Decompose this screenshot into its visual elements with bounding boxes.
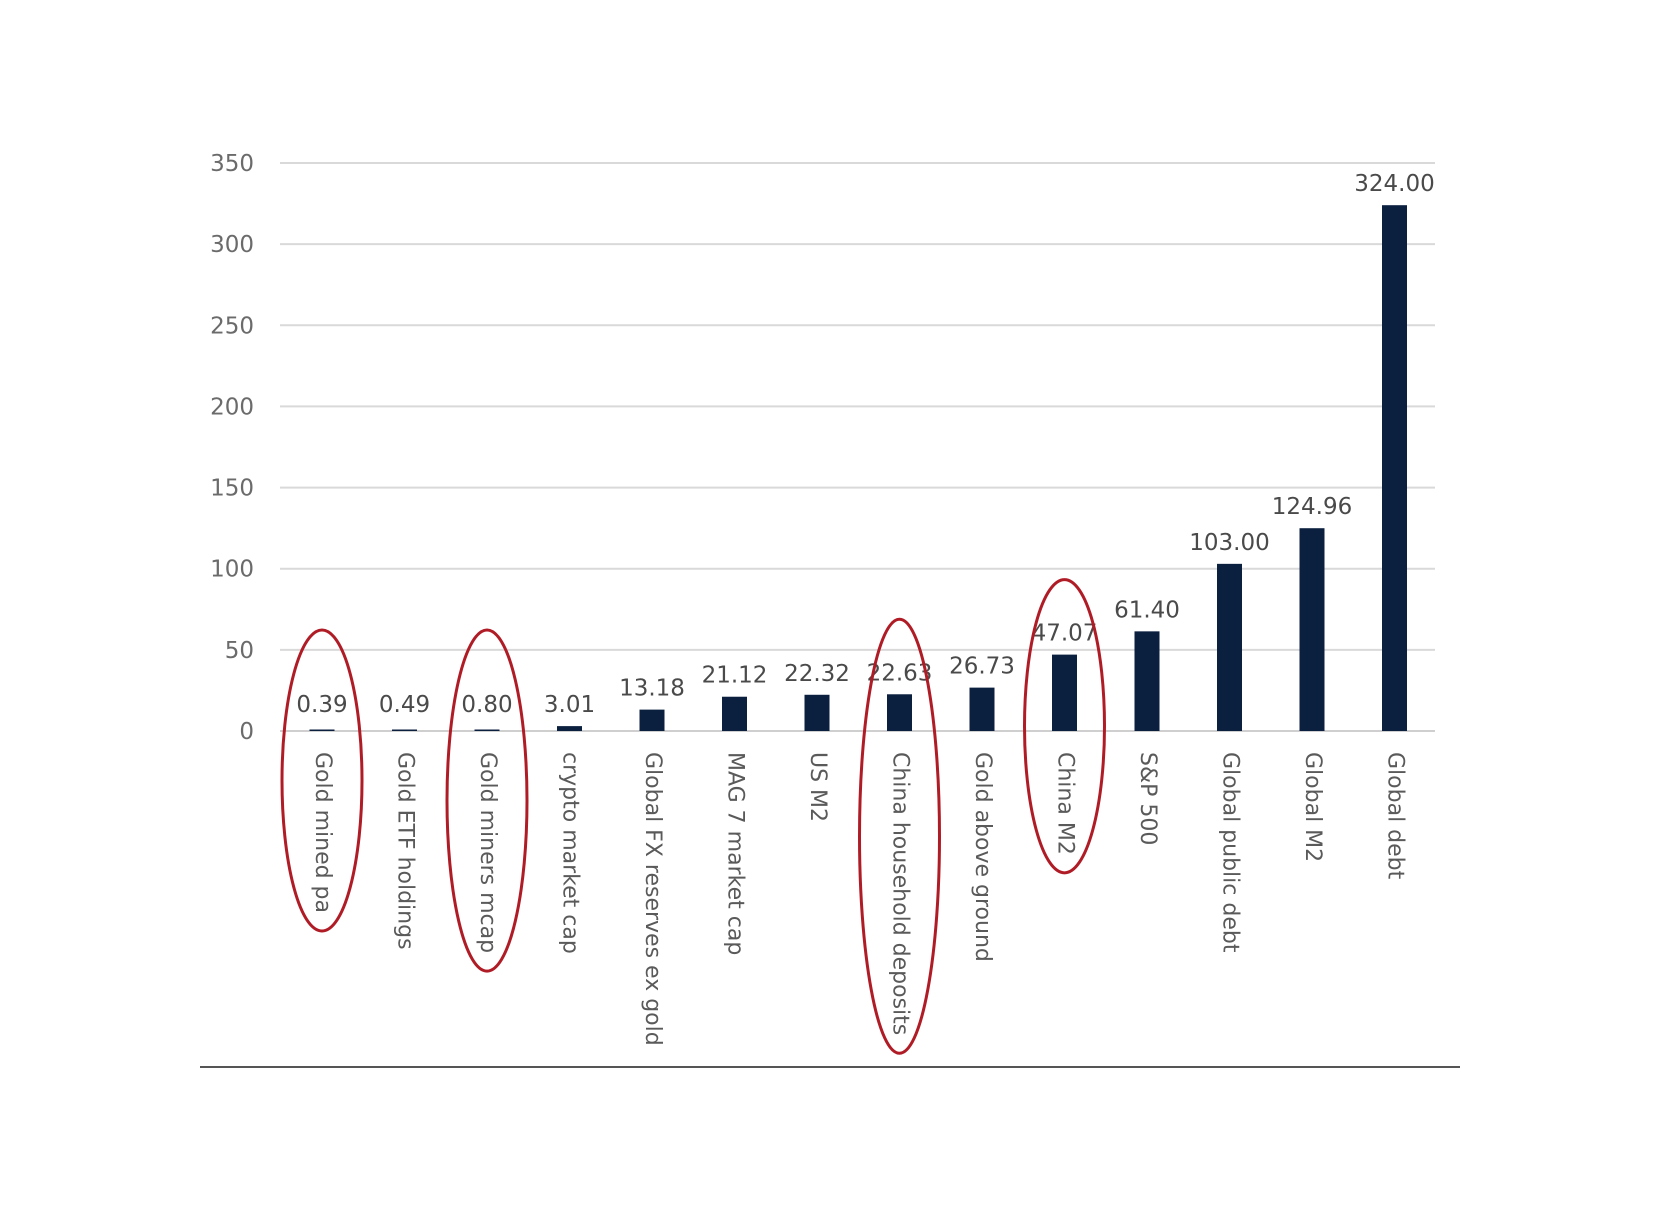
highlight-circle — [445, 628, 529, 973]
value-label: 47.07 — [1032, 621, 1098, 647]
category-labels: Gold mined pa Gold ETF holdings Gold miner… — [310, 752, 1408, 1046]
bar — [474, 729, 500, 731]
value-label: 61.40 — [1114, 597, 1180, 623]
y-tick-label: 100 — [210, 557, 254, 583]
bar — [392, 729, 417, 731]
highlight-circle — [280, 628, 364, 933]
value-label: 3.01 — [544, 692, 595, 718]
value-label: 0.49 — [379, 692, 430, 718]
y-tick-label: 150 — [210, 476, 254, 502]
category-label: Gold miners mcap — [475, 752, 500, 953]
category-label: S&P 500 — [1135, 752, 1160, 845]
value-label: 324.00 — [1354, 171, 1434, 197]
value-label: 103.00 — [1189, 530, 1269, 556]
value-label: 22.63 — [867, 660, 933, 686]
bar — [1052, 654, 1077, 731]
value-label: 124.96 — [1272, 494, 1352, 520]
category-label: Global M2 — [1300, 752, 1325, 862]
y-tick-label: 50 — [225, 638, 254, 664]
category-label: China M2 — [1053, 752, 1078, 855]
bar — [557, 726, 582, 731]
value-label: 21.12 — [702, 663, 768, 689]
y-tick-label: 250 — [210, 313, 254, 339]
highlight-circle — [1023, 578, 1106, 875]
bar — [639, 709, 665, 731]
value-label: 0.80 — [461, 692, 512, 718]
category-label: China household deposits — [888, 752, 913, 1035]
category-label: Global public debt — [1218, 752, 1243, 953]
category-label: Global debt — [1383, 752, 1408, 880]
bar — [1217, 563, 1242, 731]
category-label: Global FX reserves ex gold — [640, 752, 665, 1046]
category-label: crypto market cap — [558, 752, 583, 954]
value-label: 13.18 — [619, 676, 685, 702]
category-label: Gold mined pa — [310, 752, 335, 913]
bar — [722, 696, 747, 731]
value-label: 0.39 — [296, 692, 347, 718]
value-label: 26.73 — [949, 654, 1015, 680]
value-labels: 0.39 0.49 0.80 3.01 13.18 21.12 22.32 22.63 26.7… — [296, 171, 1434, 718]
highlight-circle — [858, 617, 941, 1055]
category-label: US M2 — [805, 752, 830, 822]
y-tick-label: 300 — [210, 232, 254, 258]
category-label: Gold ETF holdings — [393, 752, 418, 950]
bar — [1134, 631, 1160, 731]
y-tick-label: 0 — [239, 719, 254, 745]
bar — [309, 729, 335, 731]
bar — [887, 694, 912, 731]
category-label: MAG 7 market cap — [723, 752, 748, 955]
bars — [309, 205, 1407, 732]
y-tick-label: 200 — [210, 394, 254, 420]
bar — [969, 687, 995, 731]
gridlines — [280, 162, 1435, 732]
bar — [804, 694, 830, 731]
value-label: 22.32 — [784, 661, 850, 687]
category-label: Gold above ground — [970, 752, 995, 962]
bar — [1299, 528, 1325, 731]
highlight-circles — [280, 578, 1106, 1055]
y-axis-tick-labels: 0 50 100 150 200 250 300 350 — [210, 151, 254, 745]
bar — [1382, 205, 1407, 732]
y-tick-label: 350 — [210, 151, 254, 177]
